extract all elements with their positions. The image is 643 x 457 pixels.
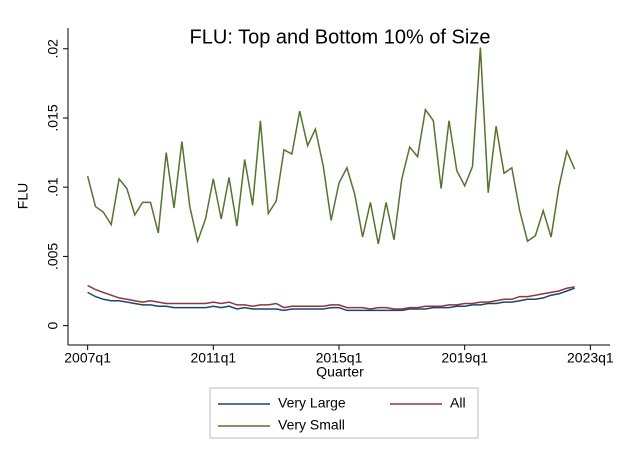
chart-title: FLU: Top and Bottom 10% of Size bbox=[190, 26, 491, 48]
y-tick-label: .02 bbox=[45, 39, 61, 59]
y-tick-label: .01 bbox=[45, 177, 61, 197]
x-axis-label: Quarter bbox=[316, 364, 364, 380]
series-line bbox=[87, 284, 575, 310]
x-tick-label: 2015q1 bbox=[316, 350, 363, 366]
y-tick-label: .005 bbox=[45, 243, 61, 270]
legend-box bbox=[209, 387, 479, 439]
y-axis-label: FLU bbox=[15, 183, 31, 209]
x-tick-label: 2023q1 bbox=[567, 350, 614, 366]
x-tick-label: 2007q1 bbox=[64, 350, 111, 366]
y-tick-label: .015 bbox=[45, 104, 61, 131]
legend-label: Very Small bbox=[278, 417, 345, 433]
legend-label: All bbox=[450, 395, 466, 411]
series-line bbox=[87, 287, 575, 312]
y-tick-label: 0 bbox=[45, 322, 61, 330]
series-line bbox=[86, 47, 576, 245]
x-tick-label: 2019q1 bbox=[441, 350, 488, 366]
x-tick-label: 2011q1 bbox=[190, 350, 236, 366]
legend-label: Very Large bbox=[278, 395, 346, 411]
